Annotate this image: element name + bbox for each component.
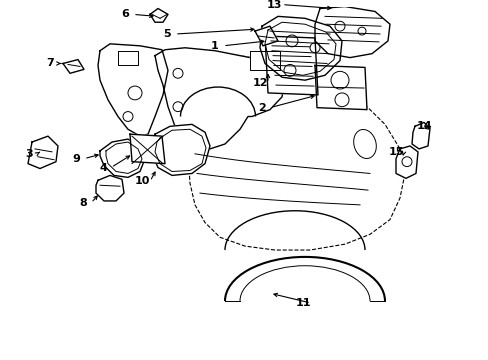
Polygon shape xyxy=(260,16,341,80)
Polygon shape xyxy=(100,139,145,177)
Text: 7: 7 xyxy=(46,58,54,68)
Polygon shape xyxy=(175,54,404,250)
Polygon shape xyxy=(155,48,285,149)
Text: 5: 5 xyxy=(163,29,170,39)
Polygon shape xyxy=(130,134,164,164)
Text: 6: 6 xyxy=(121,9,129,19)
Polygon shape xyxy=(254,26,278,46)
Text: 11: 11 xyxy=(295,298,310,308)
Text: 15: 15 xyxy=(387,147,403,157)
Text: 12: 12 xyxy=(252,78,267,88)
Polygon shape xyxy=(224,257,384,301)
Text: 1: 1 xyxy=(211,41,219,51)
Polygon shape xyxy=(249,51,280,70)
Text: 10: 10 xyxy=(134,176,149,186)
Text: 13: 13 xyxy=(266,0,281,10)
Polygon shape xyxy=(395,146,417,178)
Polygon shape xyxy=(63,59,84,73)
Polygon shape xyxy=(118,51,138,66)
Polygon shape xyxy=(98,44,168,136)
Polygon shape xyxy=(150,9,168,22)
Polygon shape xyxy=(411,122,429,149)
Text: 4: 4 xyxy=(99,163,107,172)
Polygon shape xyxy=(152,124,209,175)
Text: 2: 2 xyxy=(258,103,265,113)
Polygon shape xyxy=(28,136,58,168)
Text: 8: 8 xyxy=(79,198,87,208)
Ellipse shape xyxy=(353,130,376,158)
Text: 14: 14 xyxy=(416,121,432,131)
Polygon shape xyxy=(96,175,124,201)
Text: 3: 3 xyxy=(25,149,33,159)
Polygon shape xyxy=(314,66,366,110)
Polygon shape xyxy=(314,6,389,58)
Polygon shape xyxy=(264,36,317,95)
Text: 9: 9 xyxy=(72,154,80,164)
